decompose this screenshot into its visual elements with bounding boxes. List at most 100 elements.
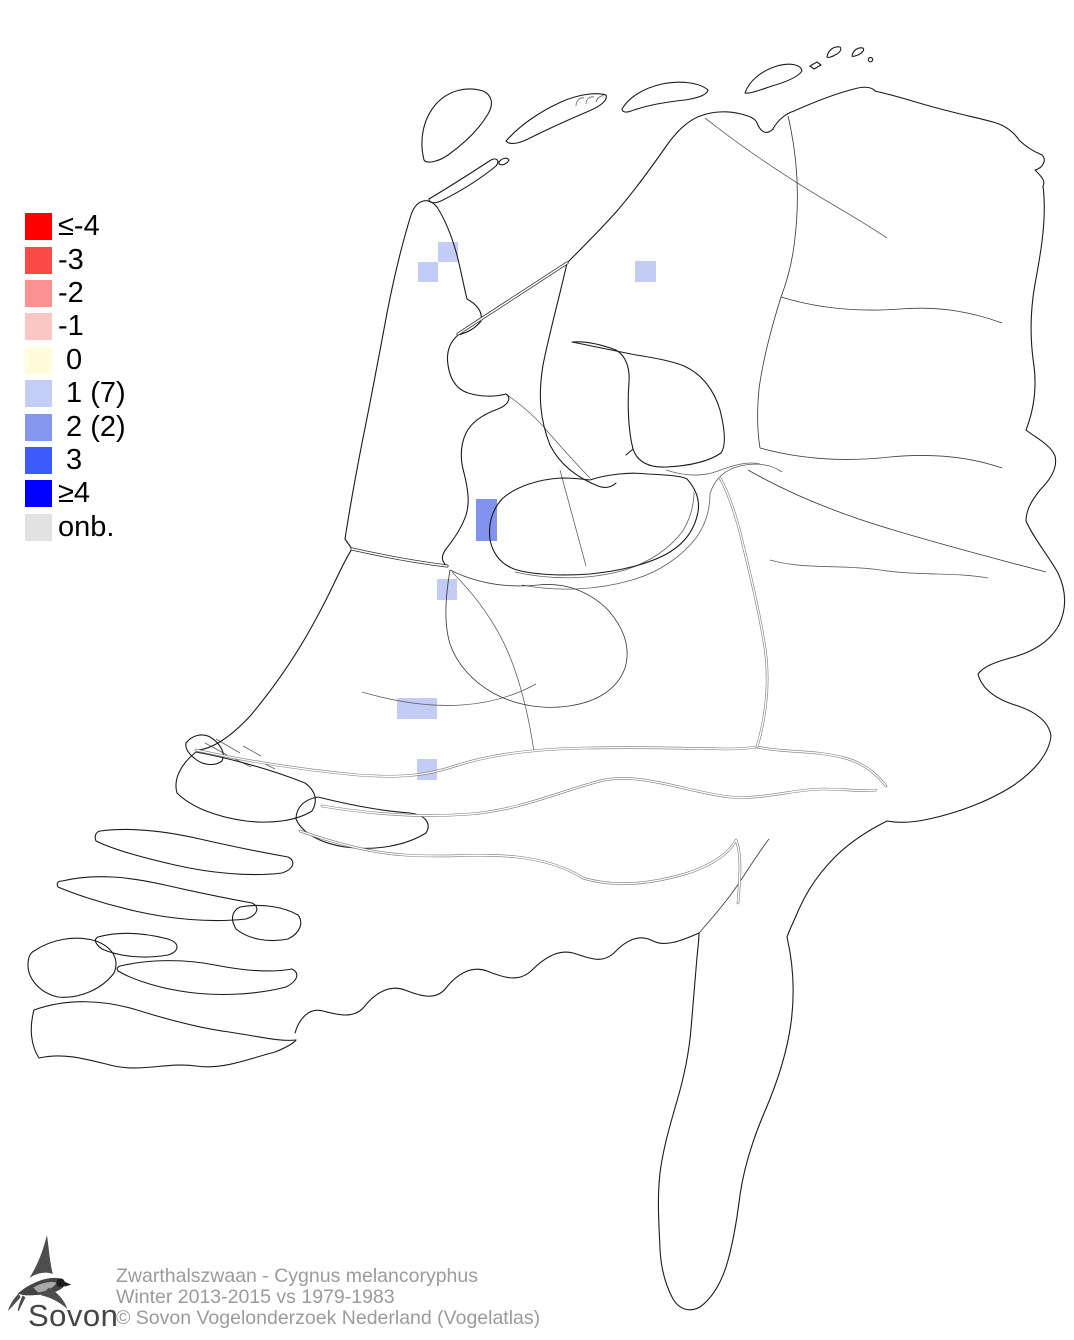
island-vlieland: [428, 158, 499, 204]
polder-noordoostpolder: [571, 341, 725, 468]
grid-cell-change-1: [418, 262, 438, 282]
legend-color-swatch: [25, 513, 52, 541]
legend: ≤-4 -3 -2 -1 0 1 (7) 2 (2): [25, 210, 126, 544]
border-groningen-drenthe: [780, 296, 1003, 324]
border-overijssel-gelderland: [747, 469, 1047, 573]
border-friesland-drenthe: [757, 296, 782, 449]
urk-tick: [625, 448, 634, 456]
legend-color-swatch: [25, 313, 52, 341]
randmeren-mainland-shore: [521, 463, 783, 590]
grid-cell-change-2: [476, 520, 497, 541]
border-friesland-groningen: [780, 115, 798, 298]
randmeren-shore: [514, 491, 695, 579]
river-nederrijn-outer: [755, 745, 888, 788]
island-vlieland-islet: [498, 157, 510, 166]
island-rottumerplaat: [826, 46, 842, 58]
island-zuid-beveland: [116, 960, 298, 996]
legend-label: -3: [58, 243, 84, 276]
border-southeast-limburg: [657, 820, 888, 1311]
legend-color-swatch: [25, 446, 52, 474]
legend-label: 3: [58, 443, 83, 476]
polder-flevoland: [488, 472, 700, 576]
swallow-upper-wing: [29, 1234, 53, 1278]
island-dot: [867, 56, 874, 63]
swallow-belly: [33, 1281, 57, 1293]
minor-lines-layer: [204, 95, 989, 770]
coast-west: [195, 200, 438, 751]
island-rottumeroog: [851, 47, 865, 57]
border-zeeuws-vlaanderen-south: [30, 1009, 297, 1069]
legend-label: 0: [58, 343, 83, 376]
island-voorne-putten: [175, 751, 316, 823]
swallow-tail-fork: [7, 1293, 26, 1311]
river-lek-inner: [195, 746, 758, 777]
caption-species: Zwarthalszwaan - Cygnus melancoryphus: [116, 1265, 478, 1287]
legend-label: ≤-4: [58, 210, 100, 243]
legend-color-swatch: [25, 346, 52, 374]
legend-row: -3: [25, 243, 126, 276]
grid-cell-change-1: [635, 261, 656, 282]
dikes-layer: [350, 261, 569, 568]
legend-label: onb.: [58, 510, 115, 543]
legend-row: 1 (7): [25, 377, 126, 410]
legend-row: -2: [25, 277, 126, 310]
border-utrecht: [445, 569, 628, 708]
river-waal-inner: [321, 777, 877, 817]
legend-label: -1: [58, 310, 84, 343]
ketelmeer-shore: [665, 462, 761, 476]
river-maas-outer: [298, 829, 742, 905]
river-lek-outer: [194, 745, 759, 778]
river-maas-inner: [299, 830, 741, 904]
legend-row: ≥4: [25, 477, 126, 510]
island-tholen: [231, 904, 302, 942]
island-hoeksche-waard: [295, 796, 429, 849]
river-ijssel-outer: [718, 476, 769, 749]
legend-row: 2 (2): [25, 410, 126, 443]
coast-zeeuws-vlaanderen-north: [33, 1001, 297, 1041]
coast-noordholland-wadden: [436, 206, 482, 336]
coastline-layer: [27, 46, 1066, 1311]
swallow-icon: [7, 1234, 72, 1311]
legend-row: ≤-4: [25, 210, 126, 243]
amsterdam-rijnkanaal: [451, 571, 535, 753]
legend-color-swatch: [25, 413, 52, 441]
island-simonszand: [809, 61, 822, 70]
terschelling-dune-marks: [575, 95, 605, 107]
knardijk: [559, 469, 587, 567]
canal-groningen: [704, 117, 888, 239]
rivers-layer: [194, 476, 888, 905]
legend-label: ≥4: [58, 477, 91, 510]
border-east-germany: [886, 185, 1066, 823]
legend-label: 2 (2): [58, 410, 126, 443]
grid-cell-change-2: [476, 499, 497, 520]
sovon-logo-text: Sovon: [28, 1298, 119, 1333]
island-schouwen-duiveland: [56, 876, 258, 922]
island-terschelling: [505, 93, 607, 144]
river-vecht: [769, 559, 989, 579]
map-caption: Zwarthalszwaan - Cygnus melancoryphus Wi…: [116, 1266, 540, 1328]
grid-cell-change-1: [417, 698, 437, 719]
legend-color-swatch: [25, 380, 52, 408]
legend-row: onb.: [25, 511, 126, 544]
border-brabant-limburg: [698, 838, 770, 934]
legend-color-swatch: [25, 279, 52, 307]
swallow-lower-wing: [41, 1287, 68, 1310]
island-texel: [421, 88, 492, 163]
afsluitdijk-inner: [457, 262, 568, 335]
river-ijssel-inner: [719, 477, 768, 748]
coast-noordholland-ijsselmeer: [441, 334, 510, 567]
border-south-brabant-belgium: [294, 932, 700, 1034]
swallow-beak: [64, 1281, 72, 1287]
island-noord-beveland: [94, 932, 178, 958]
border-drenthe-overijssel: [759, 447, 1003, 469]
caption-copyright: © Sovon Vogelonderzoek Nederland (Vogela…: [116, 1306, 541, 1329]
legend-label: 1 (7): [58, 377, 126, 410]
legend-color-swatch: [25, 213, 52, 241]
grid-cell-change-1: [438, 242, 458, 262]
island-walcheren: [27, 937, 117, 998]
europoort-outline: [185, 734, 224, 766]
coast-north-friesland-groningen: [566, 86, 1045, 264]
legend-row: 3: [25, 444, 126, 477]
